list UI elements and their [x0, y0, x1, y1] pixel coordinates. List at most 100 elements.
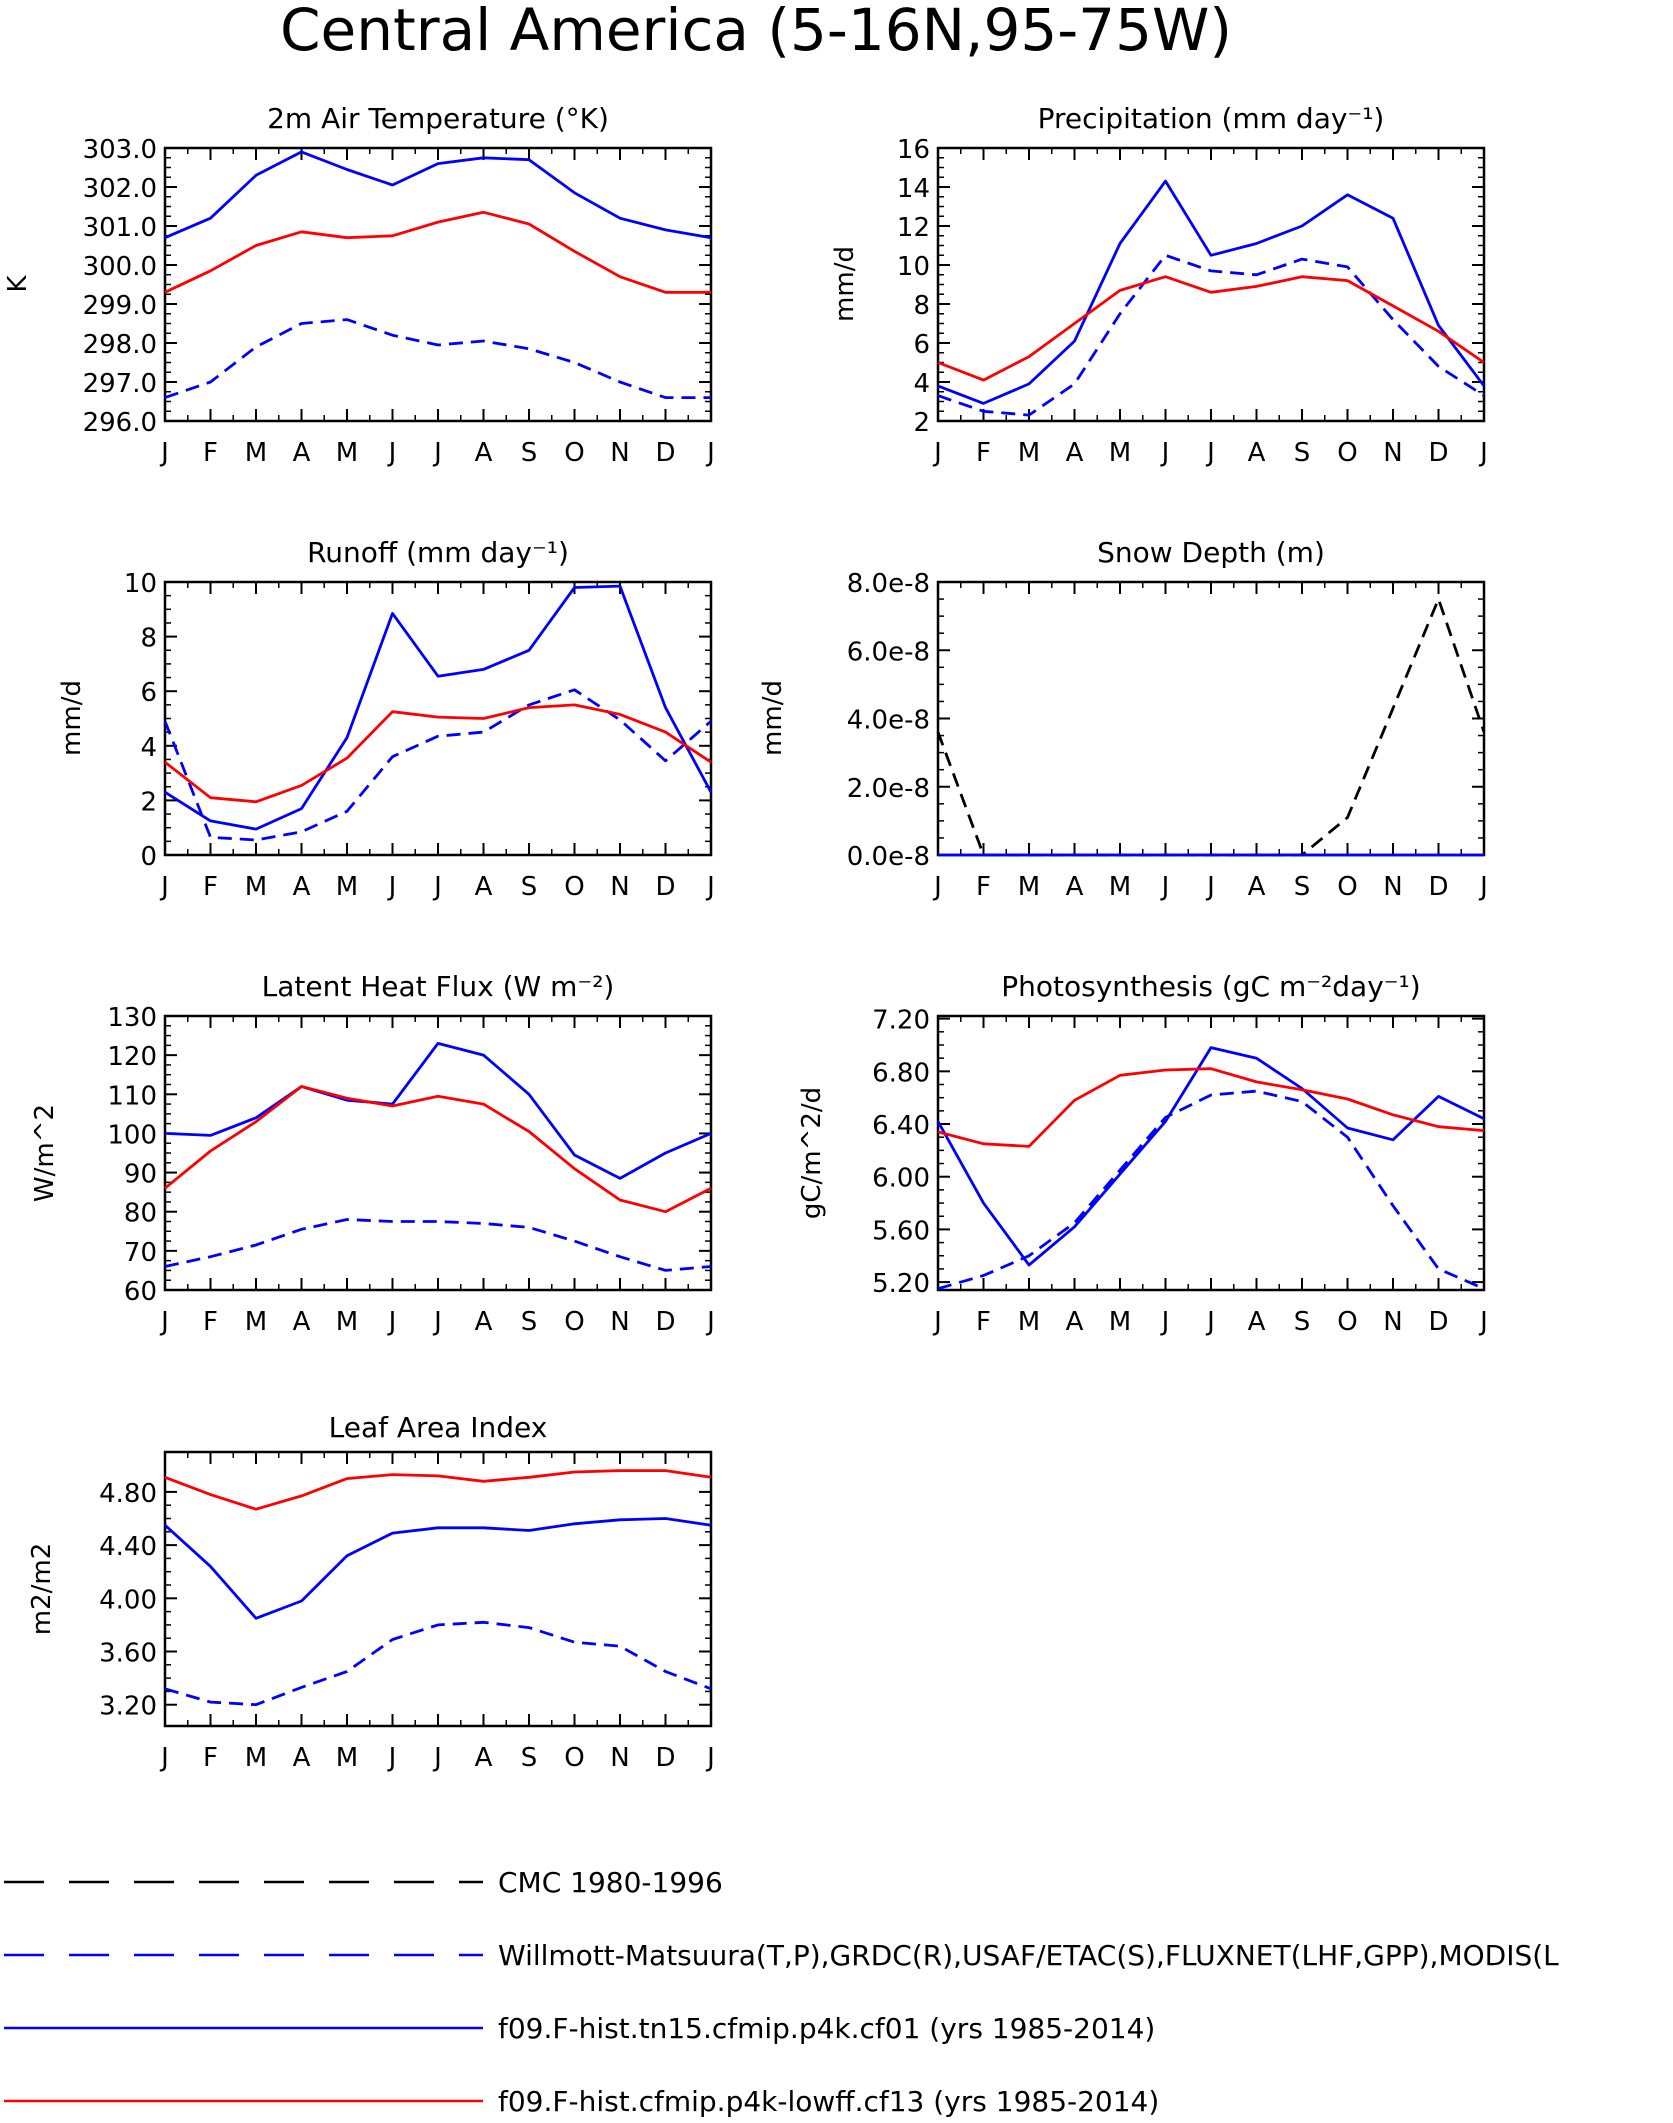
y-tick-label: 4.0e-8 — [847, 706, 930, 736]
plot-frame — [936, 580, 1486, 857]
x-tick-label: M — [1018, 872, 1040, 902]
y-tick-label: 2 — [140, 787, 157, 817]
y-tick-label: 70 — [124, 1238, 157, 1268]
series-line-cf01 — [164, 584, 713, 831]
x-tick-label: J — [1478, 872, 1488, 902]
panel-title: Photosynthesis (gC m⁻²day⁻¹) — [1001, 970, 1420, 1003]
y-tick-label: 6.00 — [872, 1164, 930, 1194]
x-tick-label: A — [1066, 438, 1084, 468]
x-tick-label: O — [564, 872, 584, 902]
x-tick-label: S — [1294, 438, 1311, 468]
panel-title: Latent Heat Flux (W m⁻²) — [262, 970, 615, 1003]
x-tick-label: A — [293, 438, 311, 468]
x-tick-label: M — [336, 1307, 358, 1337]
x-tick-label: J — [932, 1307, 942, 1337]
y-axis-label: mm/d — [57, 680, 87, 756]
y-tick-label: 300.0 — [83, 252, 157, 282]
x-tick-label: J — [387, 1307, 397, 1337]
x-tick-label: J — [705, 1743, 715, 1773]
y-tick-label: 4.00 — [99, 1585, 157, 1615]
x-tick-label: A — [1066, 1307, 1084, 1337]
x-tick-label: N — [1383, 438, 1402, 468]
x-tick-label: J — [159, 438, 169, 468]
series-line-cf13 — [164, 1085, 712, 1214]
x-tick-label: F — [203, 872, 218, 902]
x-tick-label: O — [1337, 872, 1357, 902]
x-tick-label: J — [705, 1307, 715, 1337]
x-tick-label: M — [245, 438, 267, 468]
series-line-cf13 — [937, 275, 1485, 382]
x-tick-label: O — [564, 1307, 584, 1337]
x-tick-label: A — [1248, 872, 1266, 902]
x-tick-label: J — [432, 1743, 442, 1773]
x-tick-label: J — [705, 438, 715, 468]
panel-title: Precipitation (mm day⁻¹) — [1038, 102, 1385, 135]
y-tick-label: 7.20 — [872, 1006, 930, 1036]
x-tick-label: M — [245, 1307, 267, 1337]
x-tick-label: J — [159, 872, 169, 902]
y-tick-label: 2.0e-8 — [847, 774, 930, 804]
series-line-obs — [937, 253, 1485, 417]
series-line-cf01 — [164, 1517, 712, 1620]
x-tick-label: J — [1205, 438, 1215, 468]
x-tick-label: D — [1428, 1307, 1448, 1337]
series-line-cf13 — [164, 210, 711, 294]
y-tick-label: 302.0 — [83, 174, 157, 204]
x-tick-label: J — [705, 872, 715, 902]
y-tick-label: 8 — [140, 624, 157, 654]
y-tick-label: 3.60 — [99, 1639, 157, 1669]
x-tick-label: M — [336, 438, 358, 468]
x-tick-label: A — [475, 438, 493, 468]
x-tick-label: S — [1294, 1307, 1311, 1337]
y-tick-label: 299.0 — [83, 291, 157, 321]
series-line-cf13 — [937, 1067, 1485, 1148]
x-tick-label: M — [1109, 438, 1131, 468]
x-tick-label: F — [976, 1307, 991, 1337]
x-tick-label: A — [475, 1307, 493, 1337]
legend-label-obs: Willmott-Matsuura(T,P),GRDC(R),USAF/ETAC… — [498, 1939, 1559, 1972]
x-tick-label: J — [159, 1307, 169, 1337]
x-tick-label: A — [293, 1307, 311, 1337]
x-tick-label: O — [1337, 438, 1357, 468]
legend: CMC 1980-1996 Willmott-Matsuura(T,P),GRD… — [4, 1866, 1559, 2118]
x-tick-label: J — [387, 438, 397, 468]
x-tick-label: M — [245, 872, 267, 902]
x-tick-label: J — [1205, 1307, 1215, 1337]
y-tick-label: 6.40 — [872, 1111, 930, 1141]
x-tick-label: D — [655, 438, 675, 468]
plot-frame — [163, 1450, 713, 1728]
y-tick-label: 10 — [124, 569, 157, 599]
panel-title: Snow Depth (m) — [1097, 536, 1325, 569]
y-tick-label: 130 — [107, 1003, 157, 1033]
panel-title: Leaf Area Index — [329, 1411, 548, 1444]
x-tick-label: F — [203, 1743, 218, 1773]
y-tick-label: 297.0 — [83, 369, 157, 399]
x-tick-label: M — [1018, 438, 1040, 468]
series-line-obs — [164, 1218, 712, 1272]
x-tick-label: O — [1337, 1307, 1357, 1337]
x-tick-label: J — [1478, 438, 1488, 468]
series-line-obs — [164, 318, 711, 400]
y-tick-label: 3.20 — [99, 1692, 157, 1722]
x-tick-label: N — [1383, 872, 1402, 902]
y-tick-label: 6.0e-8 — [847, 637, 930, 667]
x-tick-label: J — [1205, 872, 1215, 902]
y-tick-label: 10 — [897, 252, 930, 282]
y-tick-label: 6 — [913, 330, 930, 360]
y-tick-label: 6.80 — [872, 1058, 930, 1088]
x-tick-label: D — [655, 1743, 675, 1773]
x-tick-label: A — [1248, 1307, 1266, 1337]
x-tick-label: A — [1248, 438, 1266, 468]
x-tick-label: M — [336, 1743, 358, 1773]
y-tick-label: 0 — [140, 842, 157, 872]
y-tick-label: 296.0 — [83, 408, 157, 438]
panel-photosynthesis: Photosynthesis (gC m⁻²day⁻¹) gC/m^2/d J F… — [797, 970, 1488, 1337]
x-tick-label: A — [293, 1743, 311, 1773]
y-tick-label: 80 — [124, 1199, 157, 1229]
series-line-cf01 — [164, 150, 712, 240]
series-line-cmc — [936, 597, 1486, 857]
y-tick-label: 6 — [140, 678, 157, 708]
x-tick-label: J — [387, 1743, 397, 1773]
series-line-obs — [937, 1089, 1485, 1291]
